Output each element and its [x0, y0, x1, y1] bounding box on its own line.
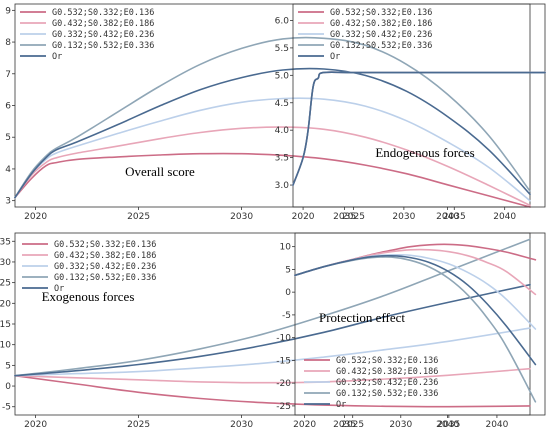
x-tick-label: 2020: [24, 420, 47, 430]
legend-label: G0.332;S0.432;E0.236: [330, 30, 432, 40]
chart-panel-2: 2020 2025 2030 2035 20403.03.54.04.55.05.56.…: [275, 3, 546, 222]
panel-title: Overall score: [125, 164, 195, 179]
series-line-2: [14, 367, 531, 384]
legend-label: G0.432;S0.382;E0.186: [54, 251, 156, 261]
legend-label: Or: [52, 52, 62, 62]
legend-label: G0.332;S0.432;E0.236: [52, 30, 154, 40]
series-line-3: [14, 97, 531, 202]
y-tick-label: 30: [0, 258, 11, 268]
y-tick-label: 4: [5, 165, 11, 175]
x-tick-label: 2025: [127, 420, 150, 430]
y-tick-label: -25: [276, 402, 291, 412]
x-tick-label: 2035: [333, 420, 356, 430]
x-tick-label: 2030: [389, 420, 412, 430]
series-line-1: [14, 374, 531, 408]
y-tick-label: 15: [0, 320, 11, 330]
plot-frame: [292, 3, 546, 208]
legend-label: G0.532;S0.332;E0.136: [336, 356, 438, 366]
series-line-5: [14, 283, 531, 377]
legend-label: G0.532;S0.332;E0.136: [52, 8, 154, 18]
legend-label: G0.532;S0.332;E0.136: [330, 8, 432, 18]
legend-label: G0.132;S0.532;E0.336: [52, 41, 154, 51]
legend-label: Or: [336, 400, 346, 410]
x-tick-label: 2025: [341, 420, 364, 430]
legend-label: G0.532;S0.332;E0.136: [54, 240, 156, 250]
legend-label: G0.432;S0.382;E0.186: [52, 19, 154, 29]
x-tick-label: 2030: [392, 212, 415, 222]
x-tick-label: 2035: [437, 420, 460, 430]
y-tick-label: 20: [0, 299, 11, 309]
series-line-4: [14, 238, 531, 377]
series-line-1: [14, 152, 531, 208]
series-line-5: [292, 71, 546, 186]
x-tick-label: 2030: [230, 212, 253, 222]
panel-title: Exogenous forces: [42, 289, 135, 304]
series-line-5: [294, 254, 537, 366]
y-tick-label: 6: [5, 102, 11, 112]
y-tick-label: 5: [285, 265, 291, 275]
legend-label: G0.432;S0.382;E0.186: [330, 19, 432, 29]
series-line-3: [14, 327, 531, 377]
y-tick-label: -15: [276, 356, 291, 366]
y-tick-label: -5: [282, 311, 291, 321]
x-tick-label: 2030: [230, 420, 253, 430]
y-tick-label: -5: [2, 403, 11, 413]
legend-label: Or: [54, 284, 64, 294]
legend-label: G0.132;S0.532;E0.336: [54, 273, 156, 283]
x-tick-label: 2035: [443, 212, 466, 222]
y-tick-label: -20: [276, 379, 291, 389]
x-tick-label: 2040: [493, 212, 516, 222]
y-tick-label: 35: [0, 237, 11, 247]
y-tick-label: 5.5: [275, 44, 289, 54]
y-tick-label: 3: [5, 197, 11, 207]
x-tick-label: 2025: [342, 212, 365, 222]
series-line-5: [14, 67, 531, 199]
y-tick-label: 25: [0, 279, 11, 289]
y-tick-label: 4.5: [275, 99, 289, 109]
plot-frame: [294, 232, 546, 416]
y-tick-label: 5: [5, 133, 11, 143]
panel-title: Protection effect: [319, 310, 405, 325]
y-tick-label: 0: [285, 288, 291, 298]
y-tick-label: 0: [5, 382, 11, 392]
x-tick-label: 2020: [24, 212, 47, 222]
y-tick-label: -10: [276, 334, 291, 344]
series-line-2: [14, 126, 531, 207]
x-tick-label: 2040: [485, 420, 508, 430]
x-tick-label: 2040: [436, 212, 459, 222]
panel-title: Endogenous forces: [375, 145, 474, 160]
x-tick-label: 2020: [292, 212, 315, 222]
legend-label: G0.332;S0.432;E0.236: [336, 378, 438, 388]
y-tick-label: 3.5: [275, 154, 289, 164]
y-tick-label: 10: [0, 341, 11, 351]
legend-label: G0.332;S0.432;E0.236: [54, 262, 156, 272]
x-tick-label: 2020: [293, 420, 316, 430]
y-tick-label: 10: [280, 243, 292, 253]
y-tick-label: 4.0: [275, 126, 290, 136]
legend-label: G0.432;S0.382;E0.186: [336, 367, 438, 377]
x-tick-label: 2025: [127, 212, 150, 222]
y-tick-label: 6.0: [275, 16, 290, 26]
x-tick-label: 2035: [333, 212, 356, 222]
y-tick-label: 5: [5, 361, 11, 371]
y-tick-label: 3.0: [275, 181, 290, 191]
legend-label: Or: [330, 52, 340, 62]
legend-label: G0.132;S0.532;E0.336: [336, 389, 438, 399]
series-line-4: [14, 36, 531, 199]
x-tick-label: 2040: [436, 420, 459, 430]
y-tick-label: 7: [5, 70, 11, 80]
y-tick-label: 8: [5, 38, 11, 48]
y-tick-label: 9: [5, 6, 11, 16]
legend-label: G0.132;S0.532;E0.336: [330, 41, 432, 51]
chart-panel-4: 2020 2025 2030 2035 2040-25-20-15-10-50510G0…: [276, 232, 546, 430]
y-tick-label: 5.0: [275, 71, 290, 81]
